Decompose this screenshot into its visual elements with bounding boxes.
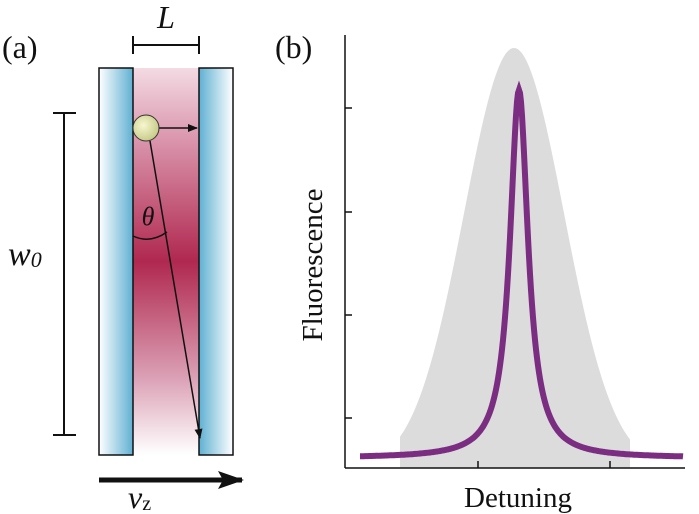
panel-b: (b) Fluorescence Detuning (275, 29, 685, 514)
panel-label: (b) (275, 29, 312, 65)
narrow-profile (360, 80, 684, 460)
width-bar (132, 36, 200, 54)
doppler-profile (400, 48, 630, 468)
y-axis-label: Fluorescence (297, 189, 329, 342)
left-plate (98, 67, 134, 456)
angle-label: θ (142, 202, 155, 231)
panel-label: (a) (2, 29, 38, 65)
velocity-subscript: z (142, 493, 151, 514)
panel-a: (a) L θ w0 vz (2, 0, 244, 514)
velocity-label: vz (128, 479, 151, 514)
right-plate (198, 67, 234, 456)
trajectory-arrow (149, 140, 203, 439)
x-axis-label: Detuning (464, 482, 572, 514)
width-label: L (156, 0, 175, 35)
waist-subscript: 0 (31, 247, 42, 272)
velocity-symbol: v (128, 479, 143, 514)
angle-arc (132, 231, 168, 240)
waist-label: w0 (8, 236, 42, 273)
waist-symbol: w (8, 236, 31, 273)
waist-bar (53, 112, 76, 436)
axes (344, 35, 685, 469)
atom (132, 114, 160, 142)
